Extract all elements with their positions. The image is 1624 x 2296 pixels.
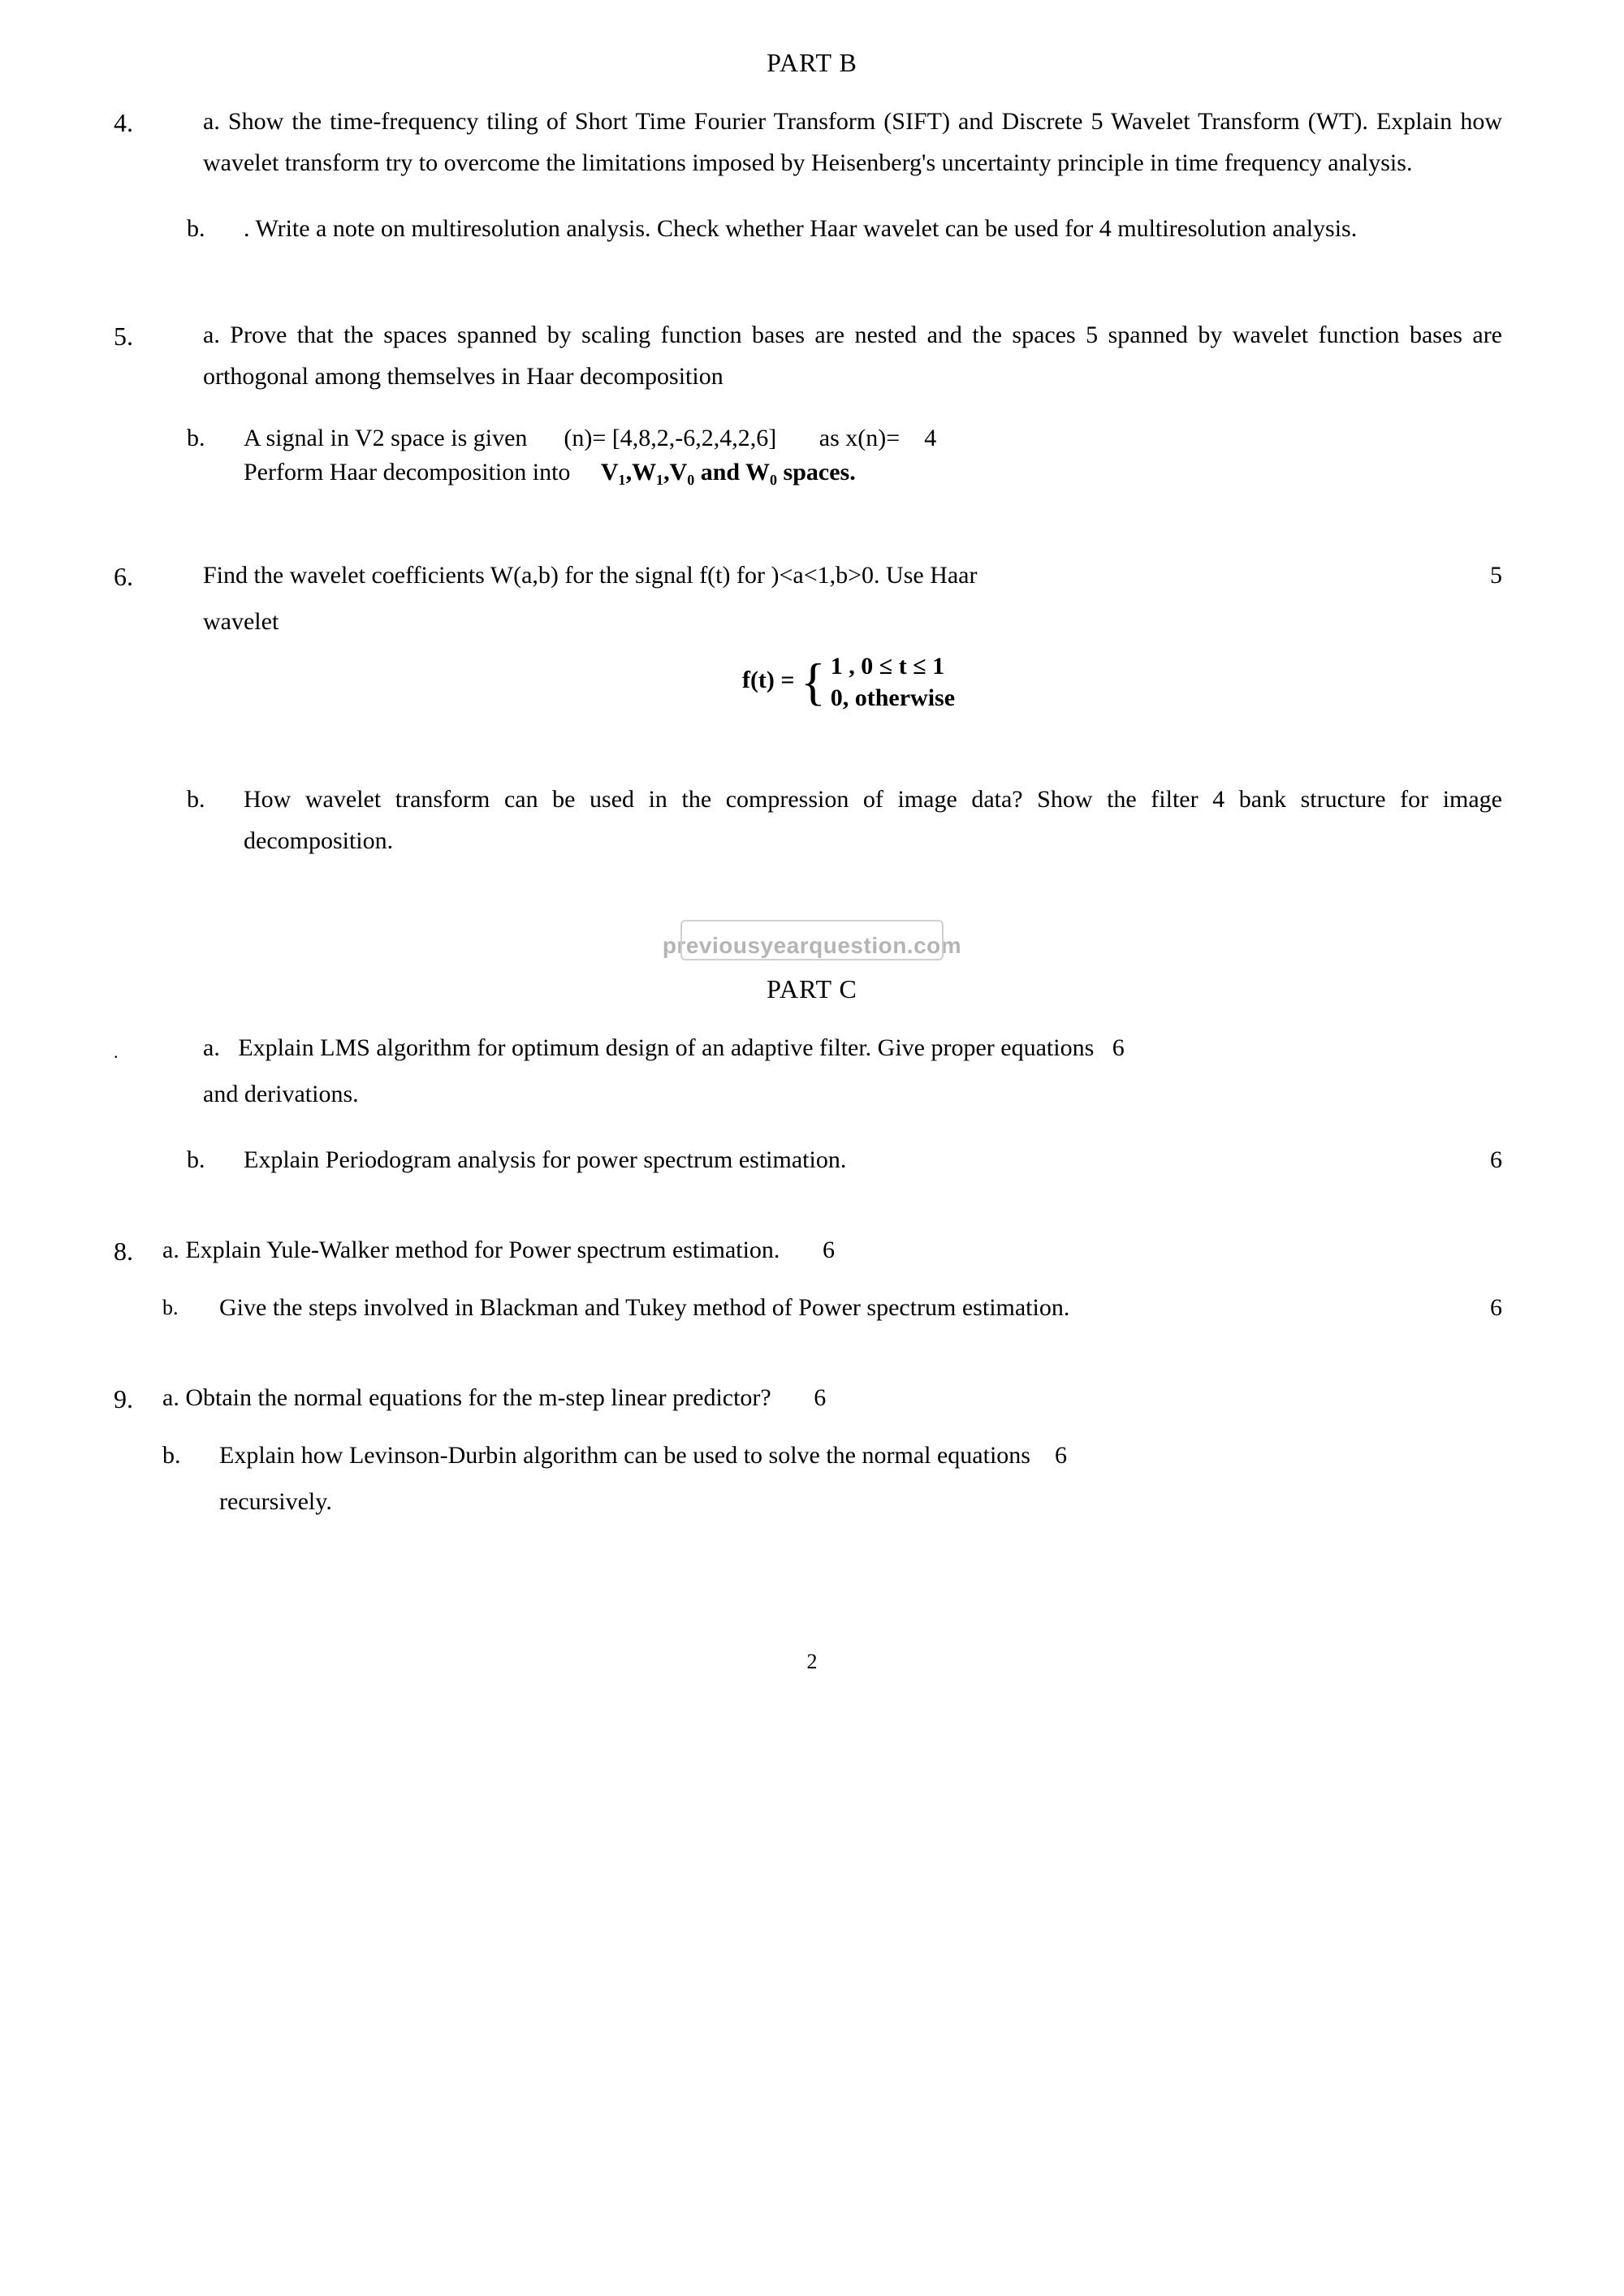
q6a-line1: Find the wavelet coefficients W(a,b) for… (187, 555, 1510, 596)
q6-ft-case2: 0, otherwise (831, 684, 955, 711)
brace-icon: { (801, 669, 831, 695)
watermark: previousyearquestion.com (114, 926, 1510, 965)
q4b-text: . Write a note on multiresolution analys… (244, 208, 1510, 249)
q7a-label: a. (203, 1034, 220, 1061)
q8a-text: a. Explain Yule-Walker method for Power … (162, 1229, 1510, 1271)
q6b-text: How wavelet transform can be used in the… (244, 779, 1510, 861)
q7a-line2: and derivations. (187, 1073, 1510, 1115)
q8a-marks: 6 (823, 1236, 835, 1263)
q5b-line2-pre: Perform Haar decomposition into (244, 459, 570, 486)
q6-ft-case1: 1 , 0 ≤ t ≤ 1 (831, 653, 944, 680)
q9a-body: a. Obtain the normal equations for the m… (162, 1384, 771, 1411)
q8-number: 8. (114, 1229, 162, 1353)
q7b-text: Explain Periodogram analysis for power s… (244, 1139, 1510, 1180)
q9a-marks: 6 (814, 1384, 826, 1411)
q8b-body: Give the steps involved in Blackman and … (219, 1294, 1069, 1321)
q9b-line2: recursively. (219, 1481, 1510, 1522)
q7a-text: Explain LMS algorithm for optimum design… (238, 1034, 1094, 1061)
q9a-text: a. Obtain the normal equations for the m… (162, 1377, 1510, 1418)
q7a-marks: 6 (1112, 1034, 1125, 1061)
q7b-body: Explain Periodogram analysis for power s… (244, 1146, 846, 1173)
q6a-marks: 5 (1490, 555, 1502, 596)
q5a-label: a. (203, 322, 220, 348)
q9b-marks: 6 (1055, 1442, 1067, 1469)
q9b-body: Explain how Levinson-Durbin algorithm ca… (219, 1442, 1030, 1469)
q4b-label: b. (187, 208, 244, 249)
q5b-post-pre: as x(n)= (819, 425, 900, 451)
question-4: 4. a. Show the time-frequency tiling of … (114, 101, 1510, 274)
q6-ft-label: f(t) = (742, 667, 801, 693)
q5b-pre: A signal in V2 space is given (244, 425, 527, 451)
question-6: 6. Find the wavelet coefficients W(a,b) … (114, 555, 1510, 886)
q5a-text: a. Prove that the spaces spanned by scal… (187, 314, 1510, 397)
q7b-marks: 6 (1490, 1139, 1502, 1180)
q7a-line1: a. Explain LMS algorithm for optimum des… (187, 1027, 1510, 1068)
q4a-label: a. (203, 108, 220, 135)
q9-number: 9. (114, 1377, 162, 1547)
question-5: 5. a. Prove that the spaces spanned by s… (114, 314, 1510, 514)
q4a-body: Show the time-frequency tiling of Short … (203, 108, 1502, 176)
q9b-line1: Explain how Levinson-Durbin algorithm ca… (219, 1435, 1510, 1476)
question-8: 8. a. Explain Yule-Walker method for Pow… (114, 1229, 1510, 1353)
q9b-label: b. (162, 1435, 219, 1476)
q8b-label: b. (162, 1287, 219, 1328)
q6-number: 6. (114, 555, 187, 886)
q5b-label: b. (187, 421, 244, 455)
q4-number: 4. (114, 101, 187, 274)
q7-number: . (114, 1027, 187, 1205)
q5a-body: Prove that the spaces spanned by scaling… (203, 322, 1502, 390)
q5-number: 5. (114, 314, 187, 514)
q8b-text: Give the steps involved in Blackman and … (219, 1287, 1510, 1328)
q5b-formula2: V₁,W₁,V₀ and W₀ spaces. (601, 459, 856, 486)
q8b-marks: 6 (1490, 1287, 1502, 1328)
q5b-line1: A signal in V2 space is given (n)= [4,8,… (244, 421, 1510, 455)
q5b-formula1: (n)= [4,8,2,-6,2,4,2,6] (564, 425, 776, 451)
q6b-label: b. (187, 779, 244, 861)
q7b-label: b. (187, 1139, 244, 1180)
q6a-cond: )<a<1,b>0 (771, 562, 874, 589)
part-c-header: PART C (114, 967, 1510, 1011)
q6a-pre: Find the wavelet coefficients W(a,b) for… (203, 562, 771, 589)
question-9: 9. a. Obtain the normal equations for th… (114, 1377, 1510, 1547)
q5b-line2: Perform Haar decomposition into V₁,W₁,V₀… (244, 455, 1510, 490)
q5b-marks: 4 (924, 425, 936, 451)
part-b-header: PART B (114, 41, 1510, 84)
q6a-post: . Use Haar (874, 562, 977, 589)
q6a-line2: wavelet (187, 601, 1510, 642)
q8a-body: a. Explain Yule-Walker method for Power … (162, 1236, 780, 1263)
q4a-text: a. Show the time-frequency tiling of Sho… (187, 101, 1510, 183)
page-number: 2 (114, 1644, 1510, 1680)
question-7: . a. Explain LMS algorithm for optimum d… (114, 1027, 1510, 1205)
q6a-formula: f(t) = { 1 , 0 ≤ t ≤ 1 0, otherwise (187, 650, 1510, 714)
